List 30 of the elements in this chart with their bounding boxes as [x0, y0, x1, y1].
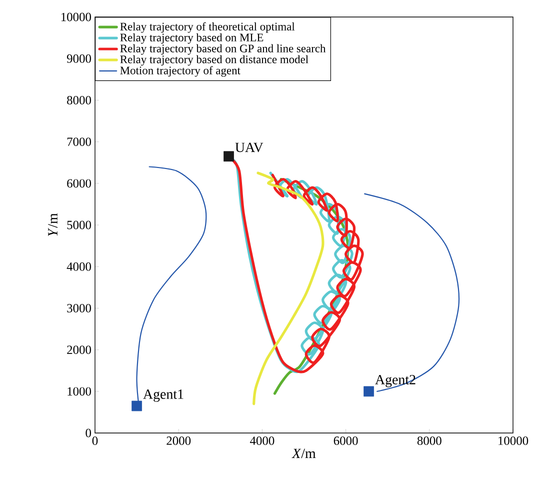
x-tick-label: 6000	[334, 436, 358, 445]
legend-label: Relay trajectory based on distance model	[120, 55, 308, 66]
legend-label: Motion trajectory of agent	[120, 66, 240, 77]
y-tick-label: 9000	[66, 54, 92, 63]
point	[364, 386, 374, 397]
x-tick-label: 0	[92, 436, 98, 445]
x-tick-label: 8000	[417, 436, 442, 445]
x-tick-label: 4000	[250, 436, 274, 445]
x-tick-label: 2000	[166, 436, 191, 445]
legend-label: Relay trajectory based on MLE	[120, 33, 264, 44]
y-tick-label: 7000	[67, 138, 92, 146]
y-tick-label: 2000	[67, 346, 92, 354]
y-tick-label: 8000	[67, 96, 92, 104]
point	[224, 151, 234, 162]
x-axis-title: X/m	[292, 448, 316, 458]
y-tick-label: 5000	[67, 220, 92, 230]
annotation: UAV	[235, 142, 264, 152]
x-tick-label: 10000	[498, 436, 528, 445]
legend-label: Relay trajectory of theoretical optimal	[120, 22, 295, 33]
y-tick-label: 6000	[67, 179, 92, 188]
line-series	[364, 193, 460, 392]
y-tick-label: 10000	[61, 12, 92, 22]
y-tick-label: 0	[86, 428, 92, 438]
legend-label: Relay trajectory based on GP and line search	[120, 44, 326, 55]
y-tick-label: 1000	[68, 387, 92, 396]
annotation: Agent1	[143, 390, 184, 402]
point	[132, 400, 142, 412]
line-series	[252, 172, 324, 406]
y-tick-label: 3000	[67, 304, 92, 312]
y-tick-label: 4000	[66, 262, 92, 271]
